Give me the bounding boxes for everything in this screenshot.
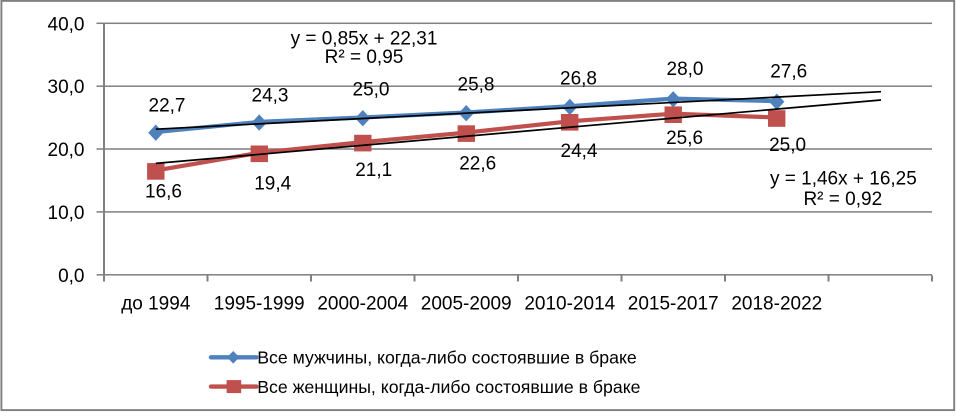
svg-text:2015-2017: 2015-2017 (628, 293, 719, 314)
svg-text:20,0: 20,0 (48, 140, 85, 161)
svg-text:25,8: 25,8 (458, 74, 495, 95)
svg-text:2005-2009: 2005-2009 (421, 293, 512, 314)
svg-text:до 1994: до 1994 (121, 293, 191, 314)
svg-text:2018-2022: 2018-2022 (731, 293, 822, 314)
svg-text:30,0: 30,0 (48, 77, 85, 98)
svg-text:16,6: 16,6 (145, 181, 182, 202)
svg-text:28,0: 28,0 (667, 59, 704, 80)
svg-text:22,7: 22,7 (149, 96, 186, 117)
svg-text:y = 1,46x + 16,25: y = 1,46x + 16,25 (770, 168, 917, 189)
svg-text:19,4: 19,4 (254, 173, 291, 194)
svg-text:26,8: 26,8 (560, 69, 597, 90)
svg-text:40,0: 40,0 (48, 14, 85, 35)
svg-text:24,4: 24,4 (561, 141, 598, 162)
svg-text:1995-1999: 1995-1999 (214, 293, 305, 314)
svg-text:0,0: 0,0 (58, 266, 84, 287)
svg-text:2010-2014: 2010-2014 (524, 293, 615, 314)
svg-text:y = 0,85x + 22,31: y = 0,85x + 22,31 (291, 28, 438, 49)
svg-text:R² = 0,95: R² = 0,95 (325, 47, 404, 68)
svg-text:22,6: 22,6 (459, 154, 496, 175)
svg-text:25,6: 25,6 (666, 128, 703, 149)
svg-text:24,3: 24,3 (252, 85, 289, 106)
svg-text:10,0: 10,0 (48, 203, 85, 224)
svg-text:Все мужчины, когда-либо состоя: Все мужчины, когда-либо состоявшие в бра… (257, 348, 637, 368)
svg-text:21,1: 21,1 (355, 160, 392, 181)
svg-text:2000-2004: 2000-2004 (317, 293, 408, 314)
svg-text:27,6: 27,6 (770, 61, 807, 82)
svg-text:25,0: 25,0 (769, 135, 806, 156)
svg-text:25,0: 25,0 (353, 79, 390, 100)
svg-text:Все женщины, когда-либо состоя: Все женщины, когда-либо состоявшие в бра… (257, 377, 640, 397)
svg-text:R² = 0,92: R² = 0,92 (803, 189, 882, 210)
